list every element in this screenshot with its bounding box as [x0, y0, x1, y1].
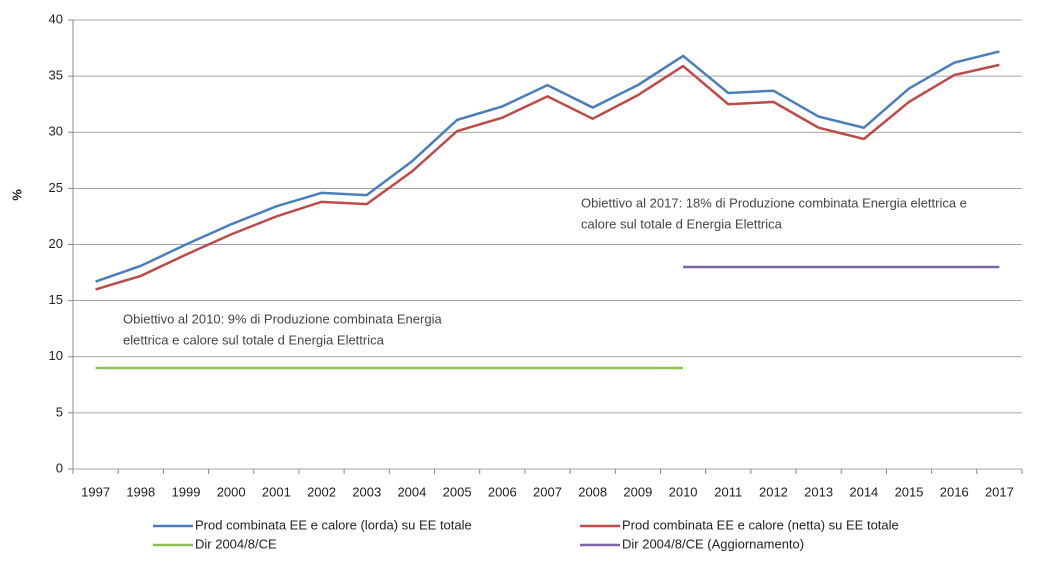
- x-tick-label: 2015: [895, 484, 924, 499]
- x-tick-label: 2003: [352, 484, 381, 499]
- x-tick-label: 2008: [578, 484, 607, 499]
- legend-label: Prod combinata EE e calore (lorda) su EE…: [195, 517, 472, 532]
- annotation: Obiettivo al 2017: 18% di Produzione com…: [581, 195, 967, 210]
- x-tick-label: 2001: [262, 484, 291, 499]
- y-axis-label: %: [9, 189, 24, 201]
- legend-label: Prod combinata EE e calore (netta) su EE…: [622, 517, 899, 532]
- annotation: elettrica e calore sul totale d Energia …: [123, 332, 385, 347]
- x-tick-label: 2006: [488, 484, 517, 499]
- y-tick-label: 0: [56, 460, 63, 475]
- x-tick-label: 2011: [714, 484, 742, 499]
- y-tick-label: 40: [49, 11, 63, 26]
- x-tick-label: 2016: [940, 484, 969, 499]
- legend-label: Dir 2004/8/CE (Aggiornamento): [622, 536, 804, 551]
- x-tick-label: 2007: [533, 484, 562, 499]
- y-tick-label: 10: [49, 348, 63, 363]
- x-tick-label: 2014: [849, 484, 878, 499]
- x-tick-label: 2012: [759, 484, 788, 499]
- y-tick-label: 30: [49, 124, 63, 139]
- x-tick-label: 2002: [307, 484, 336, 499]
- y-tick-label: 5: [56, 404, 63, 419]
- x-tick-label: 2009: [623, 484, 652, 499]
- y-tick-label: 35: [49, 68, 63, 83]
- x-tick-label: 2005: [443, 484, 472, 499]
- x-tick-label: 2017: [985, 484, 1014, 499]
- series-line: [95, 63, 1000, 291]
- x-tick-label: 1997: [81, 484, 110, 499]
- x-tick-label: 2004: [397, 484, 426, 499]
- x-tick-label: 1998: [126, 484, 155, 499]
- y-tick-label: 15: [49, 292, 63, 307]
- x-tick-label: 2010: [669, 484, 698, 499]
- annotation: calore sul totale d Energia Elettrica: [581, 216, 783, 231]
- series-line: [95, 50, 1000, 283]
- y-tick-label: 20: [49, 236, 63, 251]
- legend-label: Dir 2004/8/CE: [195, 536, 277, 551]
- x-tick-label: 2000: [217, 484, 246, 499]
- x-tick-label: 2013: [804, 484, 833, 499]
- y-tick-label: 25: [49, 180, 63, 195]
- x-tick-label: 1999: [172, 484, 201, 499]
- annotation: Obiettivo al 2010: 9% di Produzione comb…: [123, 311, 442, 326]
